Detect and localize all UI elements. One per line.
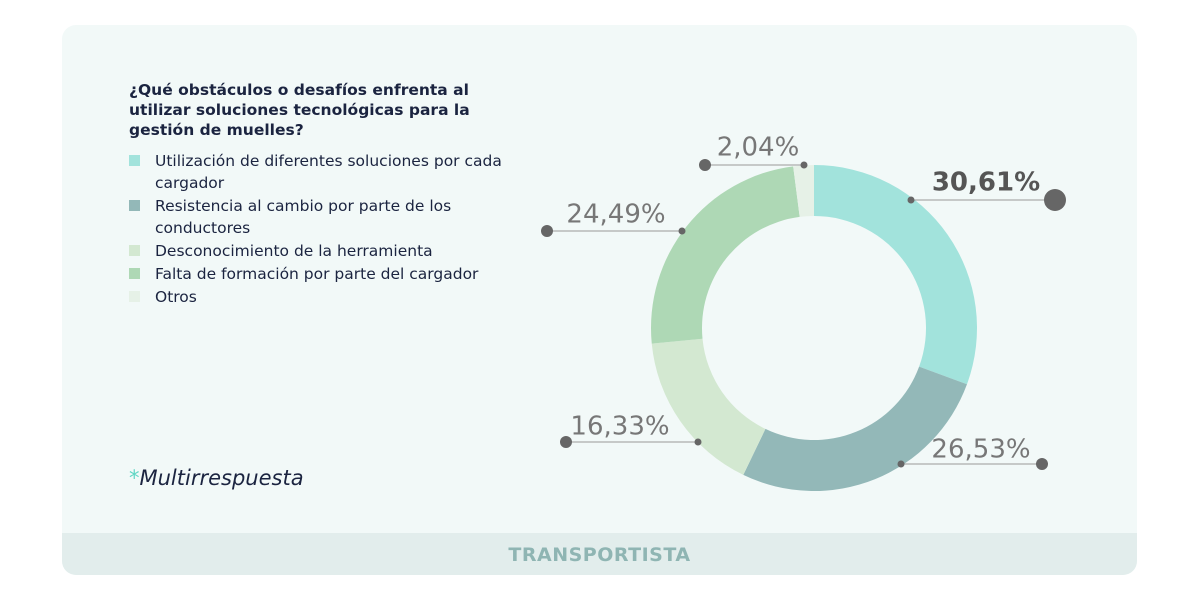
legend-item: Desconocimiento de la herramienta xyxy=(129,240,529,262)
value-label: 24,49% xyxy=(566,200,665,230)
legend-item: Utilización de diferentes soluciones por… xyxy=(129,150,529,194)
legend-item: Falta de formación por parte del cargado… xyxy=(129,263,529,285)
leader-dot xyxy=(678,227,686,235)
legend-label: Otros xyxy=(155,288,197,306)
leader-dot xyxy=(694,438,702,446)
donut-slice xyxy=(814,165,977,385)
legend: Utilización de diferentes soluciones por… xyxy=(129,150,529,309)
donut-slice xyxy=(651,338,766,475)
chart-title: ¿Qué obstáculos o desafíos enfrenta al u… xyxy=(129,81,470,139)
legend-swatch xyxy=(129,155,140,166)
leader-end xyxy=(1036,458,1048,470)
leader-dot xyxy=(897,460,905,468)
leader-end xyxy=(560,436,572,448)
value-label: 30,61% xyxy=(932,168,1040,198)
legend-label: Utilización de diferentes soluciones por… xyxy=(155,152,502,192)
note-text: Multirrespuesta xyxy=(139,466,304,490)
leader-end xyxy=(1044,189,1066,211)
value-label: 2,04% xyxy=(717,133,800,163)
footer: TRANSPORTISTA xyxy=(62,533,1137,575)
leader-dot xyxy=(800,161,808,169)
legend-swatch xyxy=(129,291,140,302)
legend-label: Desconocimiento de la herramienta xyxy=(155,242,433,260)
donut-slice xyxy=(651,166,800,344)
donut-slice xyxy=(743,366,967,491)
legend-item: Resistencia al cambio por parte de los c… xyxy=(129,195,529,239)
legend-label: Resistencia al cambio por parte de los c… xyxy=(155,197,452,237)
note: *Multirrespuesta xyxy=(129,466,304,490)
note-marker: * xyxy=(129,466,140,490)
legend-swatch xyxy=(129,200,140,211)
leader-dot xyxy=(907,196,915,204)
legend-label: Falta de formación por parte del cargado… xyxy=(155,265,479,283)
legend-item: Otros xyxy=(129,286,529,308)
legend-swatch xyxy=(129,245,140,256)
value-label: 16,33% xyxy=(570,412,669,442)
donut-slice xyxy=(793,165,814,217)
legend-swatch xyxy=(129,268,140,279)
leader-end xyxy=(699,159,711,171)
leader-end xyxy=(541,225,553,237)
value-label: 26,53% xyxy=(931,435,1030,465)
